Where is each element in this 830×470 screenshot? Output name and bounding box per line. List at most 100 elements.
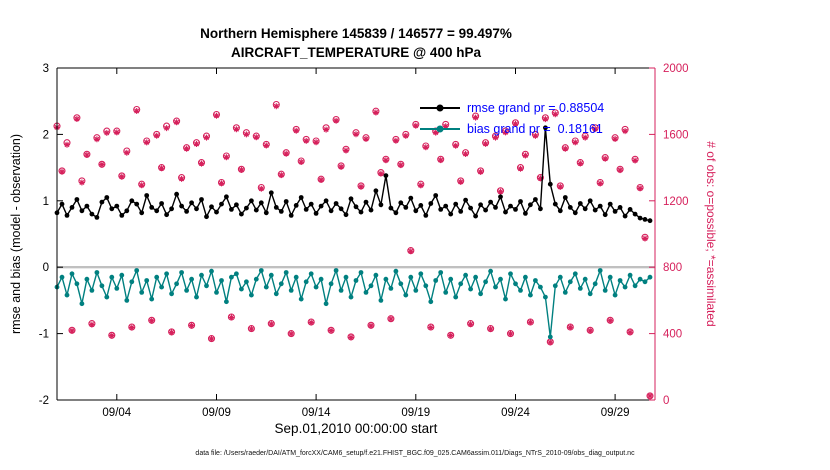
rmse-marker — [199, 197, 204, 202]
bias-marker — [398, 281, 404, 287]
x-tick-label: 09/24 — [501, 407, 530, 419]
rmse-marker — [488, 199, 493, 205]
bias-marker — [463, 272, 468, 278]
legend: rmse grand pr = 0.88504 bias grand pr = … — [420, 97, 604, 139]
rmse-marker — [194, 206, 199, 212]
rmse-marker — [468, 205, 473, 211]
bias-marker — [582, 276, 588, 282]
rmse-marker — [627, 207, 633, 212]
rmse-marker — [139, 210, 145, 216]
rmse-marker — [348, 196, 354, 202]
rmse-marker — [493, 205, 498, 210]
rmse-marker — [582, 206, 588, 212]
bias-marker — [488, 268, 493, 274]
left-tick-label: -1 — [39, 329, 49, 341]
bias-marker — [503, 296, 508, 302]
rmse-marker — [114, 203, 120, 209]
bias-marker — [528, 292, 533, 298]
bias-marker — [552, 283, 558, 289]
bias-marker — [104, 294, 110, 300]
right-y-axis-label: # of obs: o=possible; *=assimilated — [704, 141, 718, 327]
bias-marker — [139, 290, 145, 295]
rmse-marker — [273, 205, 279, 210]
rmse-marker — [74, 197, 80, 202]
bias-marker — [642, 279, 648, 285]
rmse-marker — [214, 209, 219, 215]
rmse-marker — [597, 203, 603, 209]
bias-marker — [547, 334, 553, 340]
data-file-path: data file: /Users/raeder/DAI/ATM_forcXX/… — [195, 450, 635, 457]
bias-marker — [483, 279, 488, 285]
rmse-marker — [358, 209, 364, 215]
bias-marker — [179, 270, 185, 275]
left-y-axis-label: rmse and bias (model - observation) — [9, 133, 23, 335]
bias-marker — [79, 301, 85, 307]
rmse-marker — [59, 201, 65, 207]
rmse-marker — [543, 125, 548, 131]
x-tick-label: 09/09 — [202, 407, 231, 419]
right-tick-label: 0 — [663, 395, 669, 407]
bias-marker — [383, 276, 389, 282]
rmse-marker — [154, 208, 160, 214]
rmse-marker — [328, 208, 334, 214]
bias-marker — [124, 298, 130, 303]
rmse-marker — [572, 210, 578, 216]
bias-marker — [493, 284, 498, 290]
rmse-marker — [557, 208, 563, 214]
rmse-marker — [533, 197, 538, 202]
bias-marker — [189, 276, 195, 282]
bias-marker — [418, 271, 424, 277]
bias-marker — [338, 288, 344, 293]
rmse-marker — [503, 209, 508, 215]
rmse-marker — [547, 181, 553, 187]
bias-marker — [268, 272, 274, 278]
rmse-marker — [283, 199, 289, 204]
bias-marker — [632, 283, 638, 289]
rmse-marker — [423, 213, 429, 218]
bias-marker — [368, 283, 374, 289]
rmse-marker — [473, 213, 478, 219]
rmse-marker — [224, 194, 229, 200]
rmse-marker — [632, 211, 638, 217]
rmse-marker — [592, 207, 598, 213]
rmse-marker — [204, 214, 209, 220]
rmse-marker — [498, 194, 503, 200]
right-tick-label: 400 — [663, 329, 682, 341]
rmse-marker — [567, 205, 573, 210]
bias-marker — [597, 268, 603, 273]
bias-marker — [199, 272, 204, 278]
obs-assimilated-markers — [54, 103, 653, 399]
rmse-marker — [378, 202, 384, 208]
rmse-marker — [318, 203, 324, 209]
bias-marker — [458, 281, 464, 287]
bias-marker — [468, 286, 473, 292]
bias-marker — [617, 278, 623, 283]
rmse-marker — [134, 201, 140, 207]
bias-marker — [513, 281, 518, 287]
bias-marker — [283, 270, 289, 275]
rmse-marker — [587, 198, 593, 204]
bias-marker — [627, 272, 633, 278]
right-tick-label: 2000 — [663, 63, 689, 75]
bias-marker — [303, 279, 309, 285]
rmse-marker — [179, 203, 185, 209]
rmse-marker — [453, 201, 459, 207]
rmse-marker — [333, 201, 339, 206]
plot-title: Northern Hemisphere 145839 / 146577 = 99… — [0, 24, 712, 62]
bias-marker — [99, 283, 105, 289]
rmse-marker — [353, 204, 359, 210]
bias-marker — [89, 288, 95, 293]
bias-marker — [523, 274, 528, 280]
rmse-marker — [184, 209, 190, 214]
bias-marker — [244, 279, 249, 285]
bias-marker — [229, 274, 234, 280]
rmse-marker — [144, 193, 150, 198]
rmse-marker — [64, 213, 70, 218]
rmse-marker — [174, 191, 180, 197]
bias-marker — [154, 274, 160, 280]
rmse-marker — [288, 213, 294, 218]
bias-marker — [184, 288, 190, 293]
bias-marker — [323, 301, 329, 307]
